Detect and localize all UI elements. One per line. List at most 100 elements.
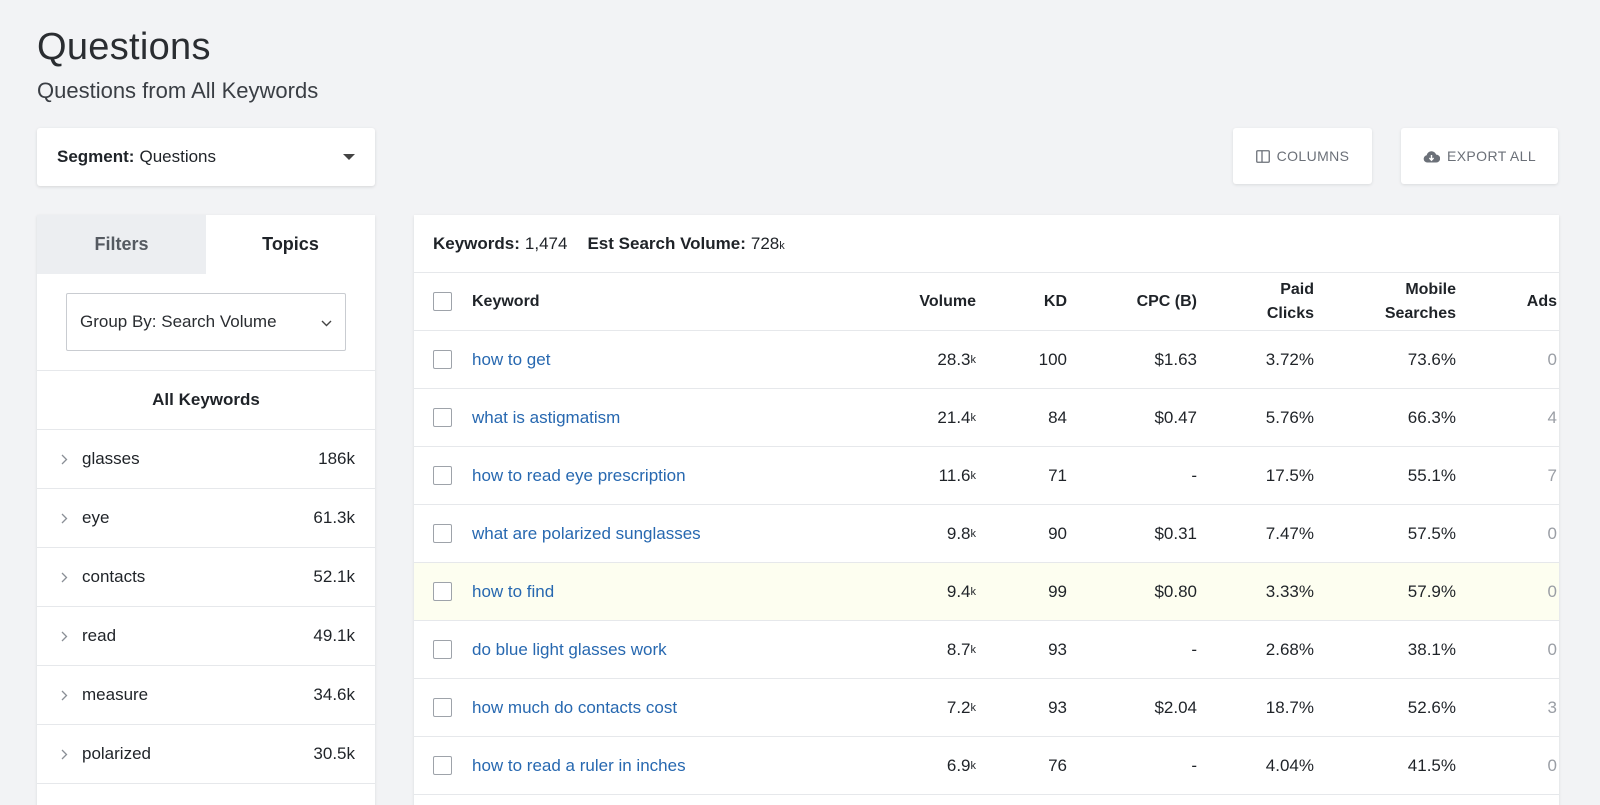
header-mobile-searches[interactable]: Mobile Searches xyxy=(1324,273,1456,330)
paid-clicks-cell: 3.33% xyxy=(1265,581,1314,601)
tab-topics[interactable]: Topics xyxy=(206,215,375,274)
keywords-count-label: Keywords: xyxy=(433,233,520,253)
select-all-checkbox[interactable] xyxy=(433,292,452,311)
mobile-searches-cell: 66.3% xyxy=(1407,407,1456,427)
all-keywords-item[interactable]: All Keywords xyxy=(37,371,375,430)
summary-bar: Keywords: 1,474 Est Search Volume: 728k xyxy=(414,215,1559,273)
kd-cell: 71 xyxy=(1048,465,1067,485)
header-paid-line1: Paid xyxy=(1280,280,1314,298)
header-volume[interactable]: Volume xyxy=(919,292,976,310)
topic-name: read xyxy=(82,626,117,645)
volume-cell: 8.7 k xyxy=(946,639,976,659)
cpc-cell: $0.47 xyxy=(1154,407,1197,427)
topic-volume: 61.3k xyxy=(313,508,355,527)
chevron-right-icon xyxy=(61,631,68,642)
keyword-link[interactable]: what are polarized sunglasses xyxy=(472,523,701,543)
ads-cell: 7 xyxy=(1547,465,1557,485)
table-row: how to read eye prescription 11.6 k 71 - … xyxy=(414,447,1559,505)
ads-cell: 3 xyxy=(1547,697,1557,717)
topic-name: contacts xyxy=(82,567,146,586)
search-volume-total: Est Search Volume: 728k xyxy=(587,234,784,254)
cloud-download-icon xyxy=(1423,150,1440,163)
topic-item[interactable]: polarized 30.5k xyxy=(37,725,375,784)
keyword-link[interactable]: do blue light glasses work xyxy=(472,639,667,659)
panel-tabs: Filters Topics xyxy=(37,215,375,274)
keyword-link[interactable]: how to find xyxy=(472,581,555,601)
header-kd[interactable]: KD xyxy=(1043,292,1067,310)
row-checkbox[interactable] xyxy=(433,350,452,369)
topic-volume: 49.1k xyxy=(313,626,355,645)
keyword-link[interactable]: how to read a ruler in inches xyxy=(472,755,686,775)
ads-cell: 0 xyxy=(1547,523,1557,543)
keyword-link[interactable]: how to get xyxy=(472,349,551,369)
search-volume-label: Est Search Volume: xyxy=(587,233,746,253)
topic-name: glasses xyxy=(82,449,140,468)
row-checkbox[interactable] xyxy=(433,756,452,775)
kd-cell: 93 xyxy=(1048,639,1067,659)
topic-item[interactable]: contacts 52.1k xyxy=(37,548,375,607)
topic-item[interactable]: read 49.1k xyxy=(37,607,375,666)
table-row: how to read a ruler in inches 6.9 k 76 - … xyxy=(414,737,1559,795)
kd-cell: 76 xyxy=(1048,755,1067,775)
header-mobile-line1: Mobile xyxy=(1405,280,1456,298)
keyword-link[interactable]: how much do contacts cost xyxy=(472,697,678,717)
row-checkbox[interactable] xyxy=(433,408,452,427)
topic-item[interactable]: measure 34.6k xyxy=(37,666,375,725)
page-subtitle: Questions from All Keywords xyxy=(37,78,319,103)
volume-cell: 9.4 k xyxy=(946,581,976,601)
table-header: Keyword Volume KD CPC (B) Paid Clicks Mob… xyxy=(414,273,1559,331)
tab-filters[interactable]: Filters xyxy=(37,215,206,274)
chevron-right-icon xyxy=(61,690,68,701)
header-cpc[interactable]: CPC (B) xyxy=(1136,292,1197,310)
export-all-label: EXPORT ALL xyxy=(1446,148,1537,164)
header-paid-line2: Clicks xyxy=(1266,304,1314,322)
row-checkbox[interactable] xyxy=(433,698,452,717)
chevron-right-icon xyxy=(61,572,68,583)
cpc-cell: $2.04 xyxy=(1154,697,1197,717)
columns-label: COLUMNS xyxy=(1276,148,1350,164)
kd-cell: 100 xyxy=(1038,349,1067,369)
cpc-cell: - xyxy=(1191,465,1197,485)
topic-name: polarized xyxy=(82,744,151,763)
paid-clicks-cell: 17.5% xyxy=(1265,465,1314,485)
kd-cell: 84 xyxy=(1048,407,1067,427)
export-all-button[interactable]: EXPORT ALL xyxy=(1401,128,1558,184)
header-paid-clicks[interactable]: Paid Clicks xyxy=(1204,273,1314,330)
row-checkbox[interactable] xyxy=(433,582,452,601)
kd-cell: 90 xyxy=(1048,523,1067,543)
row-checkbox[interactable] xyxy=(433,640,452,659)
keyword-link[interactable]: how to read eye prescription xyxy=(472,465,686,485)
mobile-searches-cell: 57.5% xyxy=(1407,523,1456,543)
topic-item[interactable]: eye 61.3k xyxy=(37,489,375,548)
keywords-table-panel: Keywords: 1,474 Est Search Volume: 728k Ke… xyxy=(414,215,1559,805)
mobile-searches-cell: 55.1% xyxy=(1407,465,1456,485)
columns-button[interactable]: COLUMNS xyxy=(1233,128,1372,184)
topic-item[interactable]: glasses 186k xyxy=(37,430,375,489)
page-title: Questions xyxy=(37,26,211,68)
kd-cell: 99 xyxy=(1048,581,1067,601)
chevron-right-icon xyxy=(61,749,68,760)
topic-volume: 30.5k xyxy=(313,744,355,763)
segment-dropdown[interactable]: Segment: Questions xyxy=(37,128,375,186)
row-checkbox[interactable] xyxy=(433,524,452,543)
cpc-cell: $0.80 xyxy=(1154,581,1197,601)
group-by-select[interactable]: Group By: Search Volume xyxy=(66,293,346,351)
topic-volume: 52.1k xyxy=(313,567,355,586)
keywords-count: Keywords: 1,474 xyxy=(433,234,567,254)
table-row: how to get 28.3 k 100 $1.63 3.72% 73.6% 0 xyxy=(414,331,1559,389)
volume-cell: 9.8 k xyxy=(946,523,976,543)
chevron-down-icon xyxy=(321,312,332,332)
paid-clicks-cell: 4.04% xyxy=(1265,755,1314,775)
table-row: what are polarized sunglasses 9.8 k 90 $0… xyxy=(414,505,1559,563)
keyword-link[interactable]: what is astigmatism xyxy=(472,407,621,427)
segment-value: Questions xyxy=(139,147,217,166)
row-checkbox[interactable] xyxy=(433,466,452,485)
cpc-cell: $0.31 xyxy=(1154,523,1197,543)
mobile-searches-cell: 41.5% xyxy=(1407,755,1456,775)
paid-clicks-cell: 3.72% xyxy=(1265,349,1314,369)
header-keyword[interactable]: Keyword xyxy=(472,292,540,310)
columns-icon xyxy=(1255,149,1270,163)
header-ads[interactable]: Ads xyxy=(1526,292,1557,310)
kd-cell: 93 xyxy=(1048,697,1067,717)
topic-name: measure xyxy=(82,685,149,704)
